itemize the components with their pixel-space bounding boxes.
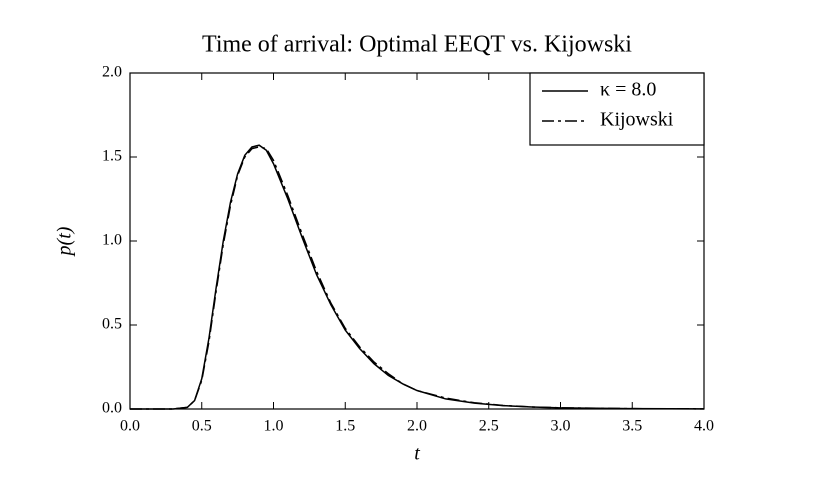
y-tick-label: 1.5 — [102, 148, 122, 165]
chart-title: Time of arrival: Optimal EEQT vs. Kijows… — [202, 32, 632, 58]
y-tick-label: 1.0 — [102, 232, 122, 249]
y-tick-label: 2.0 — [102, 64, 122, 81]
x-tick-label: 3.0 — [551, 418, 571, 435]
y-axis-label: p(t) — [54, 226, 76, 257]
x-tick-label: 3.5 — [622, 418, 642, 435]
legend-label: Kijowski — [600, 109, 674, 131]
y-tick-label: 0.5 — [102, 316, 122, 333]
x-tick-label: 0.0 — [120, 418, 140, 435]
y-tick-label: 0.0 — [102, 400, 122, 417]
x-tick-label: 1.5 — [335, 418, 355, 435]
data-line — [130, 144, 705, 410]
x-tick-label: 0.5 — [192, 418, 212, 435]
x-tick-label: 2.0 — [407, 418, 427, 435]
data-line — [130, 146, 705, 410]
x-tick-label: 4.0 — [694, 418, 714, 435]
x-tick-label: 1.0 — [264, 418, 284, 435]
x-tick-label: 2.5 — [479, 418, 499, 435]
legend-label: κ = 8.0 — [600, 79, 656, 101]
x-axis-label: t — [414, 443, 420, 465]
legend-box — [529, 72, 705, 146]
